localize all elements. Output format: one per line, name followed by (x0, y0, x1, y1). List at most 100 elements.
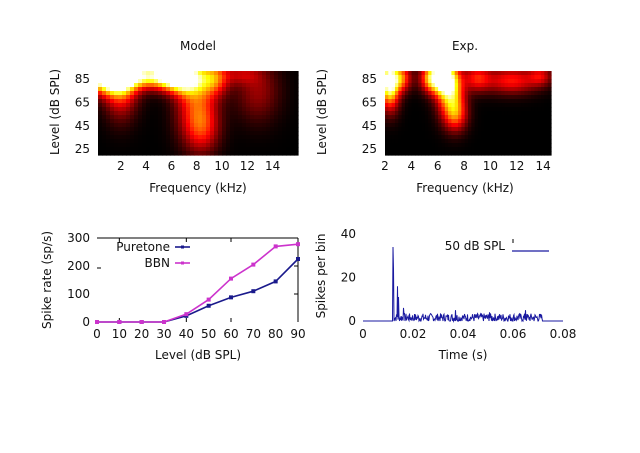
heatmap-cell (527, 119, 532, 124)
heatmap-cell (418, 83, 423, 88)
heatmap-cell (230, 107, 235, 112)
heatmap-cell (254, 143, 259, 148)
heatmap-cell (504, 91, 509, 96)
heatmap-cell (278, 135, 283, 140)
heatmap-cell (218, 123, 223, 128)
heatmap-cell (194, 103, 199, 108)
heatmap-cell (401, 123, 406, 128)
heatmap-cell (266, 135, 271, 140)
heatmap-cell (210, 75, 215, 80)
legend-label-bbn: BBN (145, 256, 170, 270)
heatmap-cell (411, 127, 416, 132)
heatmap-cell (454, 123, 459, 128)
heatmap-cell (122, 127, 127, 132)
heatmap-cell (222, 107, 227, 112)
heatmap-cell (182, 135, 187, 140)
heatmap-cell (246, 71, 251, 76)
heatmap-cell (507, 151, 512, 156)
heatmap-cell (202, 91, 207, 96)
heatmap-cell (186, 91, 191, 96)
heatmap-cell (428, 87, 433, 92)
heatmap-cell (434, 107, 439, 112)
x-tick-label: 2 (117, 159, 125, 173)
heatmap-cell (385, 147, 389, 152)
heatmap-cell (464, 107, 469, 112)
heatmap-cell (468, 91, 472, 96)
heatmap-cell (534, 139, 539, 144)
heatmap-cell (178, 107, 183, 112)
heatmap-cell (524, 71, 529, 76)
heatmap-cell (254, 147, 259, 152)
heatmap-cell (98, 131, 103, 136)
heatmap-cell (404, 91, 409, 96)
heatmap-cell (226, 103, 231, 108)
heatmap-cell (222, 75, 227, 80)
heatmap-cell (514, 151, 519, 156)
heatmap-cell (391, 147, 396, 152)
heatmap-cell (401, 147, 406, 152)
x-tick-label: 10 (214, 159, 229, 173)
heatmap-cell (178, 119, 183, 124)
heatmap-cell (110, 139, 115, 144)
heatmap-cell (391, 91, 396, 96)
heatmap-cell (166, 143, 171, 148)
heatmap-cell (388, 139, 393, 144)
heatmap-cell (411, 143, 416, 148)
heatmap-cell (534, 143, 539, 148)
heatmap-cell (226, 71, 231, 76)
heatmap-cell (246, 95, 251, 100)
heatmap-cell (438, 115, 443, 120)
heatmap-cell (218, 71, 223, 76)
heatmap-cell (471, 71, 476, 76)
heatmap-cell (421, 95, 426, 100)
heatmap-cell (424, 83, 429, 88)
heatmap-cell (507, 91, 512, 96)
heatmap-cell (451, 75, 456, 80)
heatmap-cell (527, 91, 532, 96)
heatmap-cell (202, 75, 207, 80)
heatmap-cell (254, 119, 259, 124)
heatmap-cell (194, 111, 199, 116)
heatmap-cell (226, 91, 231, 96)
heatmap-cell (210, 95, 215, 100)
y-tick-label: 40 (341, 227, 356, 241)
heatmap-cell (418, 147, 423, 152)
heatmap-cell (507, 115, 512, 120)
model-x-axis-label: Frequency (kHz) (149, 181, 246, 195)
heatmap-cell (234, 135, 239, 140)
heatmap-cell (428, 131, 433, 136)
heatmap-cell (114, 79, 119, 84)
heatmap-cell (404, 99, 409, 104)
heatmap-cell (262, 99, 267, 104)
heatmap-cell (414, 147, 419, 152)
heatmap-cell (388, 143, 393, 148)
heatmap-cell (142, 143, 147, 148)
heatmap-cell (222, 147, 227, 152)
heatmap-cell (544, 151, 549, 156)
heatmap-cell (398, 75, 403, 80)
heatmap-cell (230, 99, 235, 104)
heatmap-cell (428, 79, 433, 84)
heatmap-cell (282, 75, 287, 80)
heatmap-cell (294, 143, 299, 148)
heatmap-cell (481, 79, 486, 84)
heatmap-cell (428, 111, 433, 116)
heatmap-cell (404, 119, 409, 124)
heatmap-cell (102, 79, 107, 84)
heatmap-cell (527, 79, 532, 84)
heatmap-cell (286, 123, 291, 128)
heatmap-cell (182, 107, 187, 112)
heatmap-cell (102, 75, 107, 80)
heatmap-cell (504, 83, 509, 88)
heatmap-cell (487, 151, 492, 156)
heatmap-cell (106, 127, 111, 132)
heatmap-cell (158, 123, 163, 128)
heatmap-cell (537, 139, 542, 144)
heatmap-cell (385, 75, 389, 80)
heatmap-cell (166, 71, 171, 76)
heatmap-cell (198, 79, 203, 84)
heatmap-cell (126, 95, 131, 100)
heatmap-cell (497, 95, 502, 100)
heatmap-cell (122, 143, 127, 148)
heatmap-cell (521, 139, 526, 144)
